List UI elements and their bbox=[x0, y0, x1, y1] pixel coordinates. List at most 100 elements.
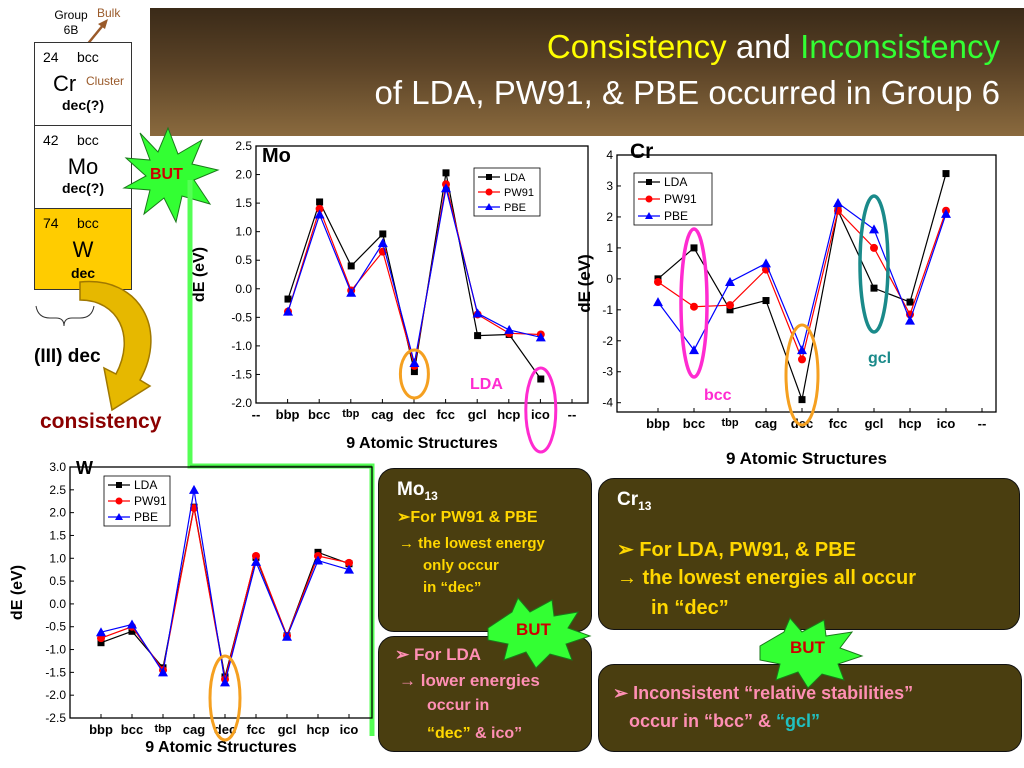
legend-label-pbe: PBE bbox=[504, 202, 526, 214]
legend-label-pw91: PW91 bbox=[664, 192, 697, 206]
point-pbe bbox=[409, 358, 420, 368]
point-pbe bbox=[127, 619, 137, 629]
incons-line2: occur in “bcc” & “gcl” bbox=[629, 711, 821, 731]
point-pbe bbox=[535, 332, 546, 342]
cr-gcl-highlight bbox=[858, 194, 890, 334]
element-mo: 42 bcc Mo dec(?) bbox=[34, 125, 132, 209]
y-tick-label: -4 bbox=[602, 396, 613, 410]
legend-marker-lda bbox=[486, 174, 492, 180]
title-consistency: Consistency bbox=[546, 28, 727, 65]
point-pbe bbox=[797, 345, 807, 355]
x-tick-label: -- bbox=[978, 416, 987, 431]
title-inconsistency: Inconsistency bbox=[800, 28, 1000, 65]
point-lda bbox=[690, 244, 698, 252]
cr-bcc-annotation: bcc bbox=[704, 387, 732, 404]
point-pw91 bbox=[726, 301, 734, 310]
group-label-line1: Group bbox=[54, 8, 88, 22]
point-lda bbox=[798, 396, 806, 404]
mo13-title: Mo13 bbox=[397, 479, 438, 503]
cr13-line3: in “dec” bbox=[651, 597, 729, 619]
x-tick-label: -- bbox=[568, 407, 577, 422]
legend-marker-pw91 bbox=[485, 188, 493, 196]
x-axis-label: 9 Atomic Structures bbox=[726, 449, 887, 468]
x-axis-label: 9 Atomic Structures bbox=[346, 435, 498, 452]
cr-dec-highlight bbox=[784, 323, 820, 427]
but-star-icon-3 bbox=[759, 617, 864, 689]
x-tick-label: tbp bbox=[342, 408, 359, 420]
w-symbol: W bbox=[72, 237, 94, 262]
mo-lattice: bcc bbox=[77, 132, 99, 148]
y-tick-label: 0.0 bbox=[49, 597, 66, 611]
point-pbe bbox=[283, 306, 293, 316]
x-tick-label: gcl bbox=[278, 722, 297, 737]
point-pw91 bbox=[252, 551, 260, 560]
y-axis-label: dE (eV) bbox=[191, 247, 208, 302]
point-pw91 bbox=[870, 243, 878, 252]
legend-marker-pw91 bbox=[115, 497, 123, 505]
y-tick-label: 1.0 bbox=[49, 551, 66, 565]
y-tick-label: 1.5 bbox=[49, 528, 66, 542]
legend-marker-lda bbox=[646, 179, 652, 185]
y-tick-label: -0.5 bbox=[45, 620, 66, 634]
point-lda bbox=[410, 368, 418, 376]
point-lda bbox=[128, 627, 136, 635]
point-pbe bbox=[905, 315, 915, 325]
point-pbe bbox=[158, 667, 168, 677]
y-tick-label: 2.5 bbox=[235, 139, 252, 153]
point-pbe bbox=[220, 677, 230, 687]
x-tick-label: dec bbox=[403, 407, 425, 422]
point-pw91 bbox=[315, 204, 324, 213]
but-label-right: BUT bbox=[790, 638, 825, 657]
mo-panel-label: Mo bbox=[262, 145, 291, 167]
y-tick-label: -1.0 bbox=[45, 643, 66, 657]
cr-number: 24 bbox=[43, 49, 59, 65]
x-tick-label: hcp bbox=[306, 722, 329, 737]
x-tick-label: ico bbox=[937, 416, 956, 431]
x-tick-label: fcc bbox=[247, 722, 266, 737]
x-tick-label: cag bbox=[183, 722, 205, 737]
point-pbe bbox=[282, 631, 292, 641]
y-tick-label: 3 bbox=[606, 179, 613, 193]
element-w: 74 bcc W dec bbox=[34, 208, 132, 290]
but-label-left: BUT bbox=[150, 166, 183, 183]
w-panel-label: W bbox=[76, 458, 93, 478]
x-tick-label: hcp bbox=[898, 416, 921, 431]
x-tick-label: dec bbox=[214, 722, 236, 737]
y-tick-label: 1.0 bbox=[235, 225, 252, 239]
mo13-line3: only occur bbox=[423, 557, 499, 574]
mo-lda-annotation: LDA bbox=[470, 376, 503, 393]
legend-label-pbe: PBE bbox=[134, 510, 158, 524]
legend-marker-pw91 bbox=[645, 195, 653, 203]
point-pbe bbox=[653, 297, 663, 307]
group-label: Group 6B bbox=[46, 8, 96, 38]
point-pbe bbox=[189, 484, 199, 494]
but-star-icon-2 bbox=[487, 597, 592, 669]
cr-lattice: bcc bbox=[77, 49, 99, 65]
y-tick-label: 1.5 bbox=[235, 196, 252, 210]
y-tick-label: 3.0 bbox=[49, 460, 66, 474]
y-tick-label: 0.5 bbox=[49, 574, 66, 588]
point-pbe bbox=[761, 258, 771, 268]
w-dec-highlight bbox=[208, 654, 242, 742]
y-tick-label: -1.5 bbox=[231, 367, 252, 381]
cr-lowest: dec(?) bbox=[62, 97, 104, 113]
curved-arrow-icon bbox=[79, 280, 152, 412]
legend-label-pw91: PW91 bbox=[504, 187, 534, 199]
y-tick-label: 2.0 bbox=[235, 168, 252, 182]
mo-plot-frame bbox=[255, 145, 589, 404]
y-tick-label: 1 bbox=[606, 241, 613, 255]
legend-marker-lda bbox=[116, 482, 122, 488]
point-lda bbox=[379, 230, 387, 238]
point-pbe bbox=[504, 324, 515, 334]
x-tick-label: bbp bbox=[646, 416, 670, 431]
x-tick-label: bbp bbox=[89, 722, 113, 737]
y-tick-label: 0 bbox=[606, 272, 613, 286]
w-plot-frame bbox=[69, 466, 373, 719]
legend-label-pbe: PBE bbox=[664, 209, 688, 223]
point-pbe bbox=[313, 555, 323, 565]
mo-ico-highlight bbox=[524, 366, 558, 454]
w-lowest: dec bbox=[70, 265, 96, 281]
w-lattice: bcc bbox=[77, 215, 99, 231]
legend-label-lda: LDA bbox=[664, 175, 687, 189]
